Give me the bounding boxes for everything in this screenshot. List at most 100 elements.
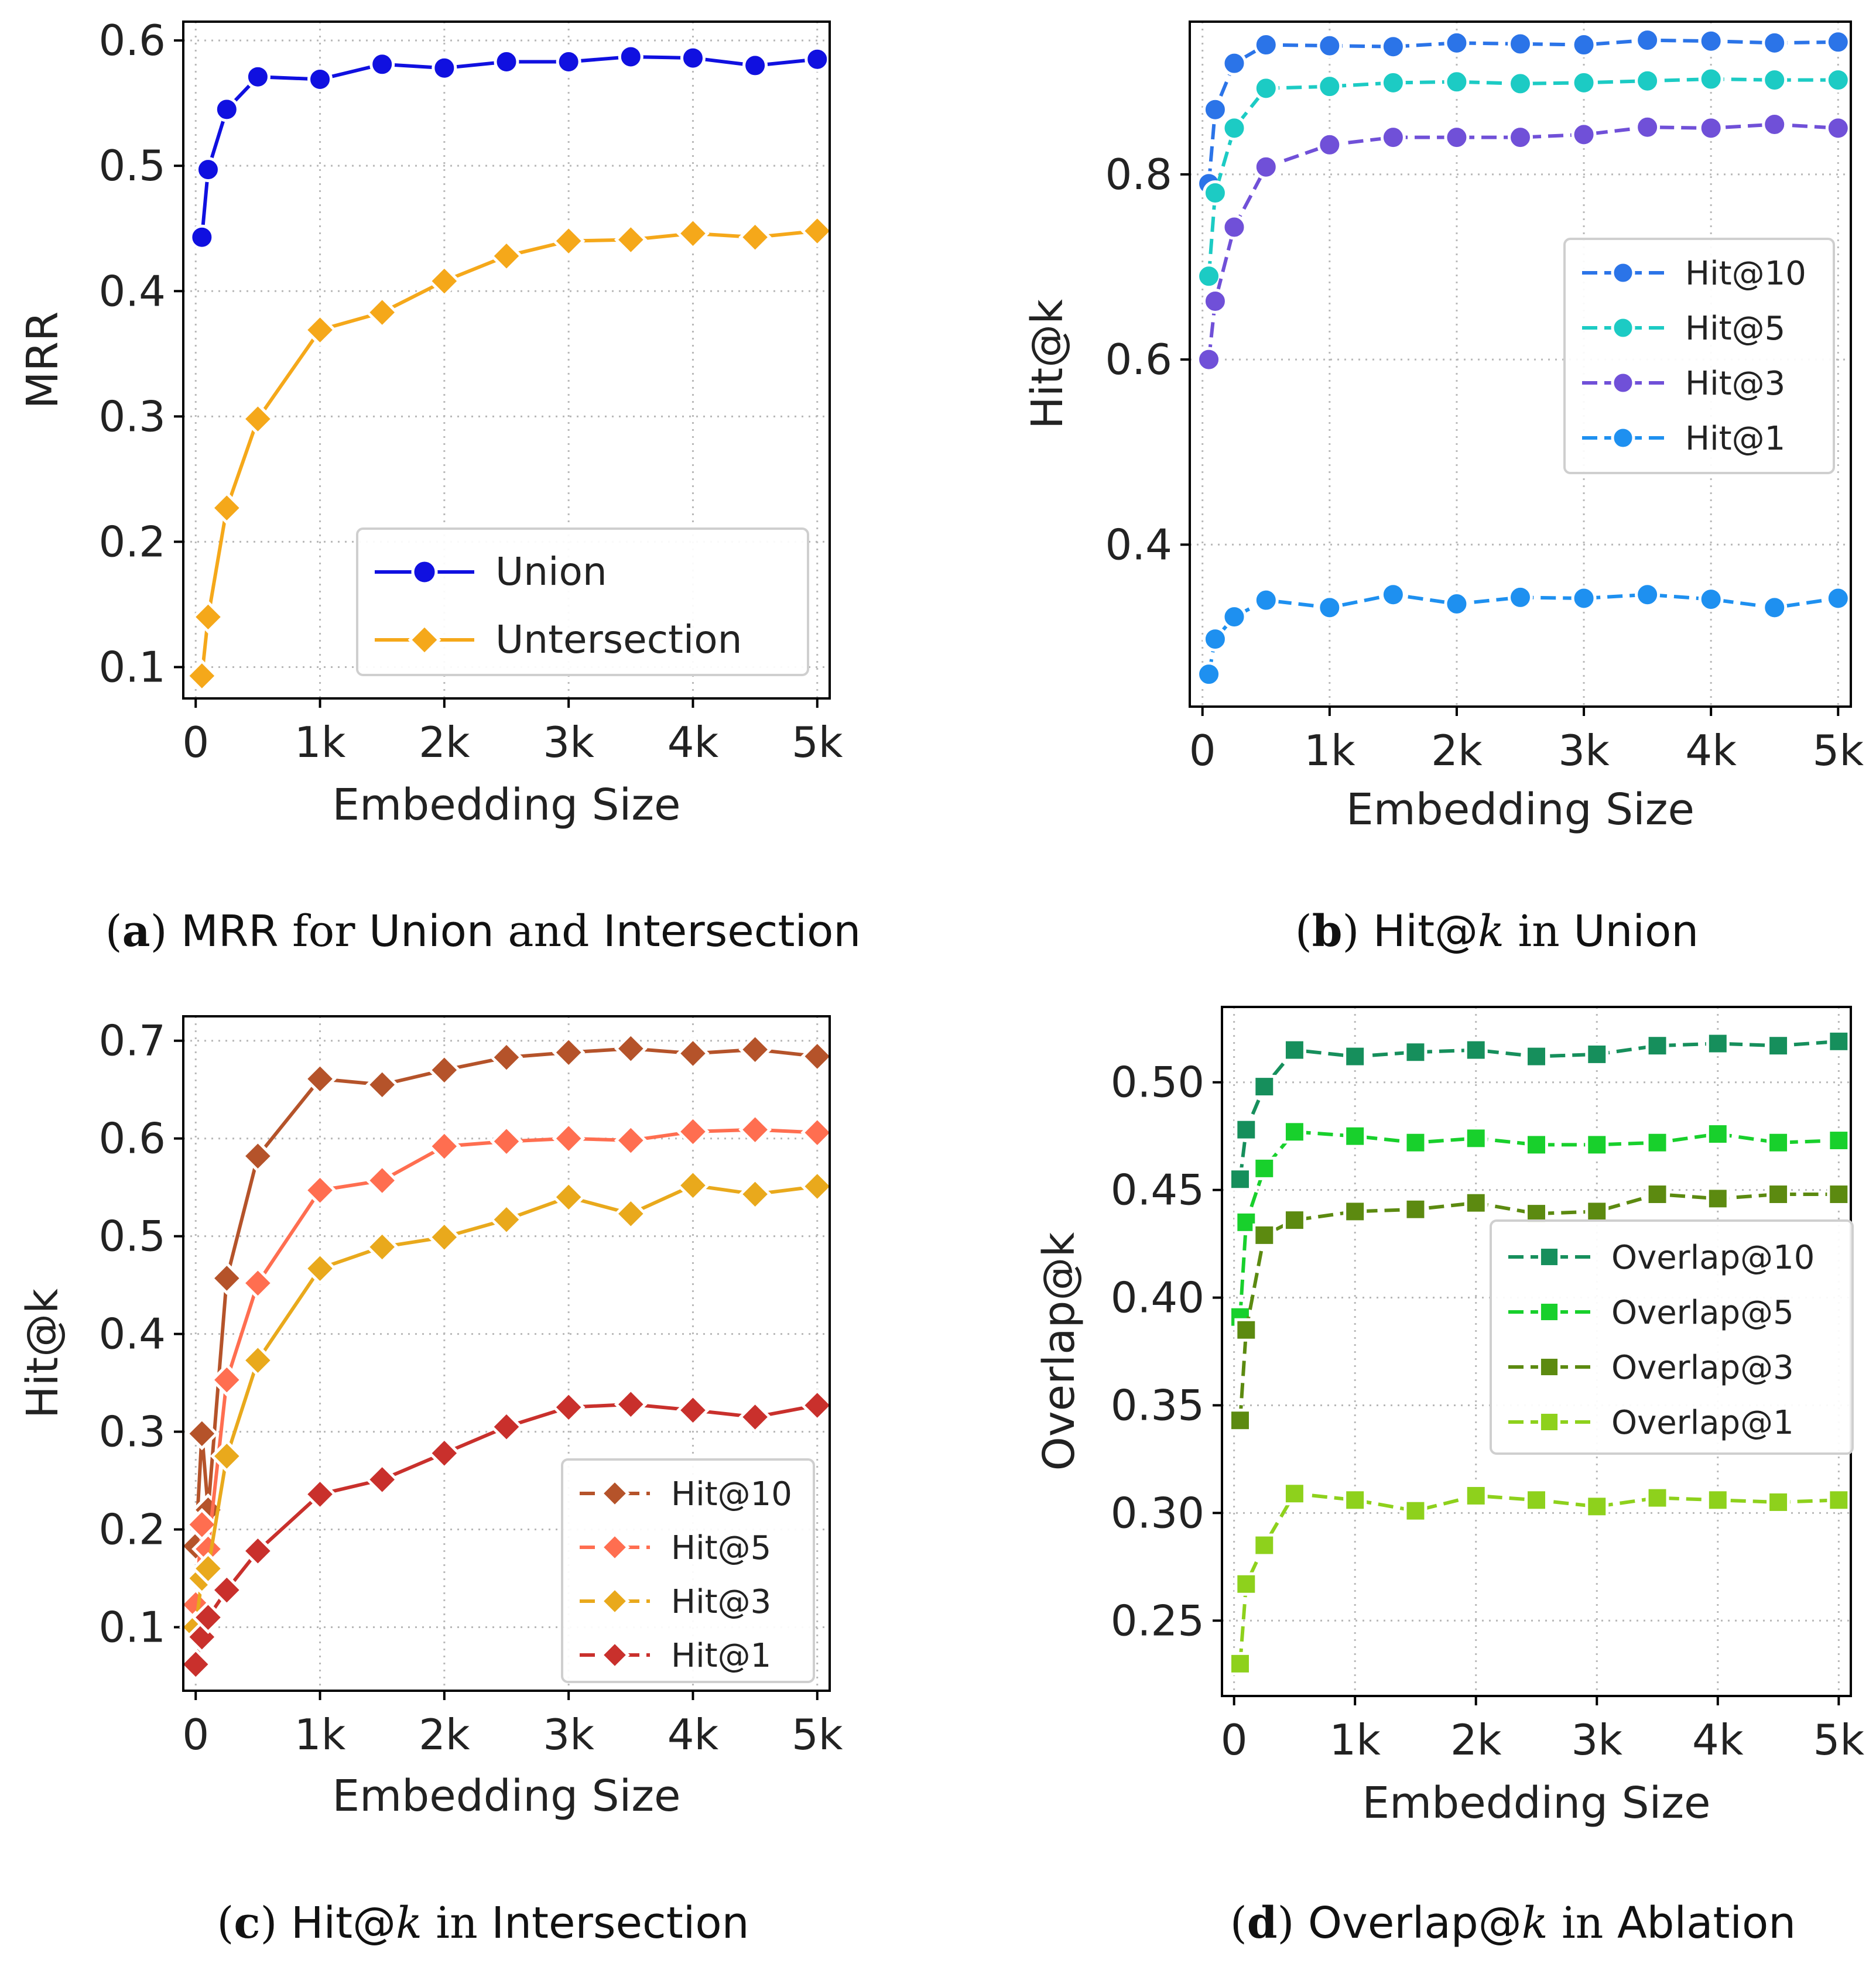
data-point bbox=[1253, 32, 1279, 58]
legend: Hit@10 Hit@5 Hit@3 Hit@1 bbox=[1563, 238, 1835, 474]
data-point bbox=[1403, 1130, 1427, 1154]
data-point bbox=[1827, 1183, 1851, 1206]
data-point bbox=[1827, 1029, 1851, 1053]
data-point bbox=[1827, 1129, 1851, 1153]
data-point bbox=[210, 1262, 244, 1295]
data-point bbox=[1343, 1044, 1367, 1068]
x-tick-label: 0 bbox=[182, 1710, 209, 1759]
x-tick-label: 0 bbox=[1189, 726, 1216, 775]
series-hit-1 bbox=[179, 1387, 834, 1681]
legend-entry: Hit@1 bbox=[671, 1637, 771, 1675]
data-point bbox=[738, 1033, 772, 1067]
legend-marker bbox=[1538, 1355, 1561, 1379]
data-point bbox=[1317, 33, 1343, 59]
subfigure-caption: (c) Hit@k in Intersection bbox=[217, 1898, 749, 1948]
x-tick-label: 1k bbox=[295, 1710, 346, 1759]
data-point bbox=[614, 223, 648, 256]
x-tick-label: 3k bbox=[543, 718, 594, 767]
data-point bbox=[805, 46, 830, 72]
data-point bbox=[189, 224, 215, 250]
data-point bbox=[1444, 591, 1470, 616]
data-point bbox=[800, 1170, 834, 1203]
data-point bbox=[1221, 604, 1247, 630]
data-point bbox=[1403, 1040, 1427, 1064]
data-point bbox=[1571, 122, 1597, 148]
legend-marker bbox=[1611, 316, 1635, 340]
data-point bbox=[1767, 1130, 1791, 1154]
legend-entry: Hit@3 bbox=[1685, 365, 1785, 403]
x-axis-label: Embedding Size bbox=[332, 780, 680, 830]
legend-marker bbox=[1538, 1410, 1561, 1434]
data-point bbox=[1317, 132, 1343, 157]
data-point bbox=[1380, 70, 1406, 95]
data-point bbox=[1221, 214, 1247, 240]
data-point bbox=[676, 217, 710, 251]
data-point bbox=[427, 1129, 461, 1163]
data-point bbox=[1196, 347, 1222, 372]
y-tick-label: 0.4 bbox=[1105, 520, 1172, 569]
data-point bbox=[365, 1164, 399, 1197]
data-point bbox=[303, 1062, 337, 1096]
x-tick-label: 4k bbox=[667, 718, 719, 767]
data-point bbox=[1698, 115, 1724, 141]
chart-a: 0 1k 2k 3k 4k 5k 0.1 0.2 0.3 0.4 0.5 0.6 Embedding S… bbox=[18, 16, 861, 957]
data-point bbox=[1525, 1133, 1548, 1157]
data-point bbox=[489, 1202, 523, 1236]
data-point bbox=[210, 1363, 244, 1397]
data-point bbox=[1767, 1183, 1791, 1206]
data-point bbox=[1202, 97, 1228, 122]
data-point bbox=[1762, 595, 1788, 621]
y-tick-label: 0.1 bbox=[98, 1602, 166, 1652]
data-point bbox=[1464, 1126, 1488, 1150]
y-tick-label: 0.3 bbox=[98, 392, 166, 441]
data-point bbox=[1228, 1652, 1252, 1676]
x-tick-label: 3k bbox=[1558, 726, 1610, 775]
y-tick-label: 0.50 bbox=[1111, 1058, 1204, 1107]
data-point bbox=[552, 1180, 586, 1214]
data-point bbox=[1635, 28, 1661, 53]
data-point bbox=[489, 1410, 523, 1444]
legend-box bbox=[1490, 1219, 1854, 1455]
data-point bbox=[552, 224, 586, 258]
data-point bbox=[191, 1551, 225, 1585]
series-overlap-1 bbox=[1228, 1482, 1851, 1676]
data-point bbox=[1508, 71, 1533, 97]
plot-frame bbox=[1189, 20, 1852, 708]
series-hit-10 bbox=[179, 1032, 834, 1563]
data-point bbox=[1343, 1488, 1367, 1512]
legend-marker bbox=[408, 623, 441, 657]
legend-marker bbox=[600, 1640, 630, 1670]
series-hit-3 bbox=[179, 1169, 834, 1644]
data-point bbox=[676, 1393, 710, 1427]
x-tick-label: 1k bbox=[1304, 726, 1355, 775]
data-point bbox=[1252, 1223, 1276, 1247]
y-axis-label: MRR bbox=[18, 311, 68, 409]
data-point bbox=[1444, 30, 1470, 56]
data-point bbox=[365, 1068, 399, 1102]
data-point bbox=[1196, 662, 1222, 687]
legend-entry: Hit@1 bbox=[1685, 420, 1785, 458]
legend-marker bbox=[411, 559, 438, 585]
subfigure-caption: (a) MRR for Union and Intersection bbox=[105, 906, 861, 957]
data-point bbox=[1706, 1488, 1730, 1512]
data-point bbox=[1202, 180, 1228, 205]
data-point bbox=[1635, 68, 1661, 94]
x-tick-label: 0 bbox=[1221, 1715, 1248, 1764]
data-point bbox=[1635, 582, 1661, 608]
data-point bbox=[1228, 1167, 1252, 1191]
data-point bbox=[738, 1400, 772, 1434]
data-point bbox=[742, 53, 768, 78]
legend-marker bbox=[1611, 426, 1635, 450]
x-tick-label: 2k bbox=[419, 718, 470, 767]
data-point bbox=[676, 1115, 710, 1149]
legend-entry: Overlap@10 bbox=[1611, 1239, 1815, 1277]
data-point bbox=[1525, 1044, 1548, 1068]
data-point bbox=[1234, 1210, 1258, 1234]
legend-entry: Overlap@5 bbox=[1611, 1294, 1794, 1332]
x-tick-label: 1k bbox=[1329, 1715, 1381, 1764]
legend-marker bbox=[1538, 1300, 1561, 1324]
data-point bbox=[303, 1478, 337, 1511]
data-point bbox=[427, 264, 461, 298]
data-point bbox=[179, 1647, 213, 1681]
data-point bbox=[1508, 584, 1533, 610]
